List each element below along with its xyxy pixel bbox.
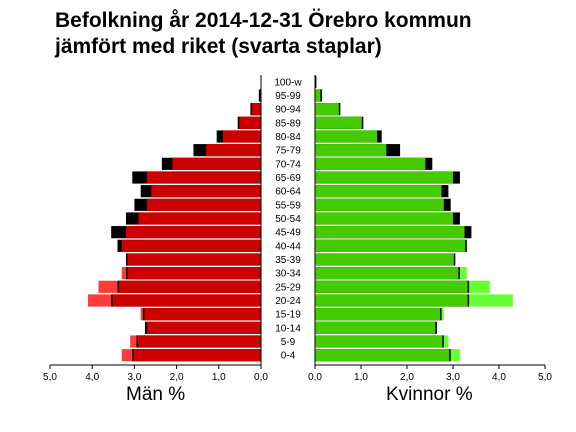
age-group-label: 30-34 <box>275 269 301 280</box>
female-local-core-bar <box>315 253 454 266</box>
age-group-label: 45-49 <box>275 228 301 239</box>
female-x-tick-label: 3,0 <box>446 372 460 383</box>
female-national-bar <box>315 75 317 88</box>
male-local-bar <box>138 212 261 225</box>
age-group-label: 0-4 <box>281 351 296 362</box>
male-local-core-bar <box>133 349 261 362</box>
male-axis-label: Män % <box>126 384 186 405</box>
female-x-tick-label: 1,0 <box>354 372 368 383</box>
female-local-bar <box>315 171 453 184</box>
age-group-label: 50-54 <box>275 214 301 225</box>
male-local-bar <box>121 239 262 252</box>
male-x-tick-label: 0,0 <box>254 372 268 383</box>
age-group-label: 95-99 <box>275 91 301 102</box>
age-group-label: 90-94 <box>275 105 301 116</box>
male-x-tick-label: 1,0 <box>212 372 226 383</box>
male-local-core-bar <box>127 253 262 266</box>
male-local-bar <box>147 171 261 184</box>
male-local-core-bar <box>112 294 261 307</box>
male-local-bar <box>147 198 261 211</box>
age-group-label: 70-74 <box>275 159 301 170</box>
male-x-tick-label: 2,0 <box>170 372 184 383</box>
male-local-bar <box>125 226 262 239</box>
male-local-core-bar <box>138 335 261 348</box>
male-local-bar <box>223 130 261 143</box>
female-local-core-bar <box>315 321 436 334</box>
male-local-core-bar <box>251 103 261 116</box>
female-local-bar <box>315 198 444 211</box>
male-local-core-bar <box>127 267 262 280</box>
age-group-label: 85-89 <box>275 118 301 129</box>
female-local-core-bar <box>315 239 466 252</box>
chart-title-line-1: Befolkning år 2014-12-31 Örebro kommun <box>55 9 472 32</box>
age-group-label: 65-69 <box>275 173 301 184</box>
female-axis-label: Kvinnor % <box>386 384 473 405</box>
age-group-label: 60-64 <box>275 187 301 198</box>
age-group-label: 35-39 <box>275 255 301 266</box>
chart-title-line-2: jämfört med riket (svarta staplar) <box>55 35 382 58</box>
male-national-bar <box>258 89 261 102</box>
male-local-core-bar <box>119 280 262 293</box>
female-local-bar <box>315 226 465 239</box>
female-local-bar <box>315 130 378 143</box>
age-group-label: 40-44 <box>275 241 301 252</box>
female-local-core-bar <box>315 294 468 307</box>
age-group-label: 80-84 <box>275 132 301 143</box>
male-local-bar <box>151 185 261 198</box>
male-local-core-bar <box>144 308 261 321</box>
female-local-core-bar <box>315 116 362 129</box>
female-x-tick-label: 4,0 <box>492 372 506 383</box>
age-group-label: 100-w <box>274 77 302 88</box>
male-local-bar <box>147 321 261 334</box>
female-local-bar <box>315 144 387 157</box>
age-group-label: 5-9 <box>281 337 296 348</box>
age-group-label: 20-24 <box>275 296 301 307</box>
female-x-tick-label: 2,0 <box>400 372 414 383</box>
age-group-label: 75-79 <box>275 146 301 157</box>
male-x-tick-label: 5,0 <box>43 372 57 383</box>
male-local-bar <box>172 157 261 170</box>
age-group-label: 10-14 <box>275 323 301 334</box>
female-local-core-bar <box>315 267 459 280</box>
female-local-core-bar <box>315 335 443 348</box>
age-group-label: 15-19 <box>275 310 301 321</box>
female-local-bar <box>315 185 442 198</box>
male-x-tick-label: 4,0 <box>85 372 99 383</box>
age-group-label: 25-29 <box>275 282 301 293</box>
male-local-bar <box>206 144 261 157</box>
female-local-core-bar <box>315 349 450 362</box>
female-local-bar <box>315 157 426 170</box>
male-x-tick-label: 3,0 <box>127 372 141 383</box>
female-local-core-bar <box>315 103 339 116</box>
female-local-core-bar <box>315 89 321 102</box>
female-local-core-bar <box>315 280 468 293</box>
male-local-core-bar <box>239 116 261 129</box>
chart-title: Befolkning år 2014-12-31 Örebro kommun j… <box>55 8 565 60</box>
female-local-bar <box>315 212 453 225</box>
female-local-core-bar <box>315 308 440 321</box>
female-x-tick-label: 0,0 <box>308 372 322 383</box>
female-x-tick-label: 5,0 <box>538 372 552 383</box>
age-group-label: 55-59 <box>275 200 301 211</box>
